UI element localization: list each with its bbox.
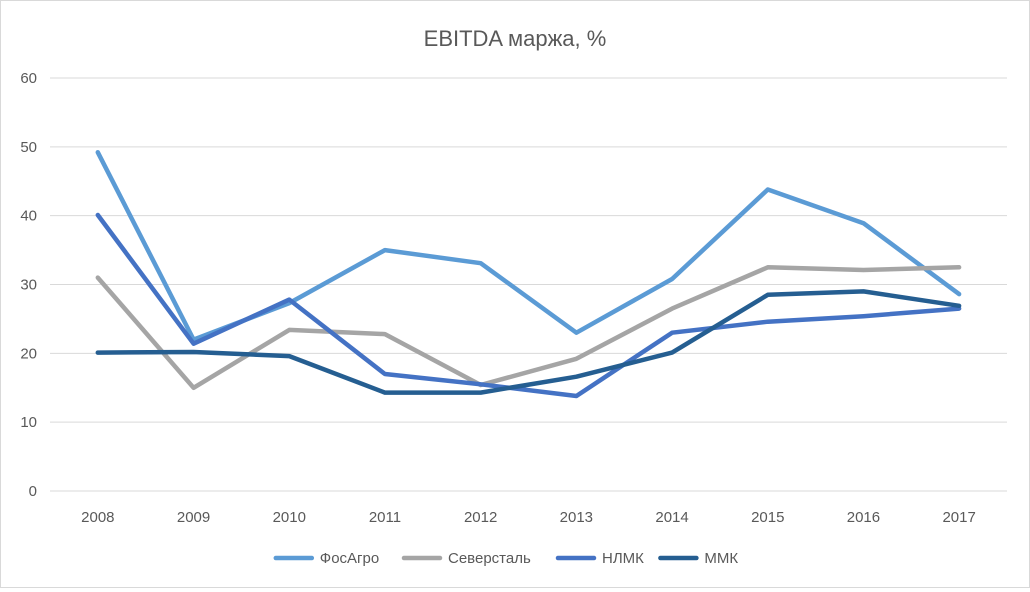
series-line-3 bbox=[95, 289, 962, 395]
y-tick-label: 20 bbox=[20, 345, 37, 362]
x-tick-label: 2011 bbox=[369, 509, 401, 526]
y-tick-label: 30 bbox=[20, 277, 37, 294]
x-tick-label: 2017 bbox=[942, 509, 975, 526]
series-lines bbox=[95, 150, 962, 399]
y-axis-ticks: 0 10 20 30 40 50 60 bbox=[20, 70, 37, 500]
legend-item: ММК bbox=[658, 550, 738, 567]
y-tick-label: 60 bbox=[20, 70, 37, 87]
legend-item: НЛМК bbox=[555, 550, 644, 567]
y-tick-label: 50 bbox=[20, 139, 37, 156]
x-tick-label: 2012 bbox=[464, 509, 497, 526]
x-tick-label: 2014 bbox=[655, 509, 688, 526]
x-tick-label: 2010 bbox=[273, 509, 306, 526]
legend-label: Северсталь bbox=[448, 550, 531, 567]
x-tick-label: 2009 bbox=[177, 509, 210, 526]
legend: ФосАгро Северсталь НЛМК ММК bbox=[273, 550, 738, 567]
chart-title: EBITDA маржа, % bbox=[424, 26, 607, 51]
x-tick-label: 2008 bbox=[81, 509, 114, 526]
x-tick-label: 2013 bbox=[560, 509, 593, 526]
y-tick-label: 0 bbox=[29, 483, 37, 500]
series-line-1 bbox=[95, 265, 962, 391]
series-line-0 bbox=[95, 150, 962, 342]
legend-label: ФосАгро bbox=[320, 550, 379, 567]
x-tick-label: 2015 bbox=[751, 509, 784, 526]
legend-item: ФосАгро bbox=[273, 550, 379, 567]
legend-label: ММК bbox=[704, 550, 738, 567]
x-tick-label: 2016 bbox=[847, 509, 880, 526]
gridlines bbox=[50, 77, 1007, 492]
legend-label: НЛМК bbox=[602, 550, 644, 567]
y-tick-label: 40 bbox=[20, 208, 37, 225]
y-tick-label: 10 bbox=[20, 414, 37, 431]
legend-item: Северсталь bbox=[401, 550, 531, 567]
x-axis-ticks: 2008 2009 2010 2011 2012 2013 2014 2015 2016 2017 bbox=[81, 509, 976, 526]
series-line-2 bbox=[95, 212, 962, 399]
